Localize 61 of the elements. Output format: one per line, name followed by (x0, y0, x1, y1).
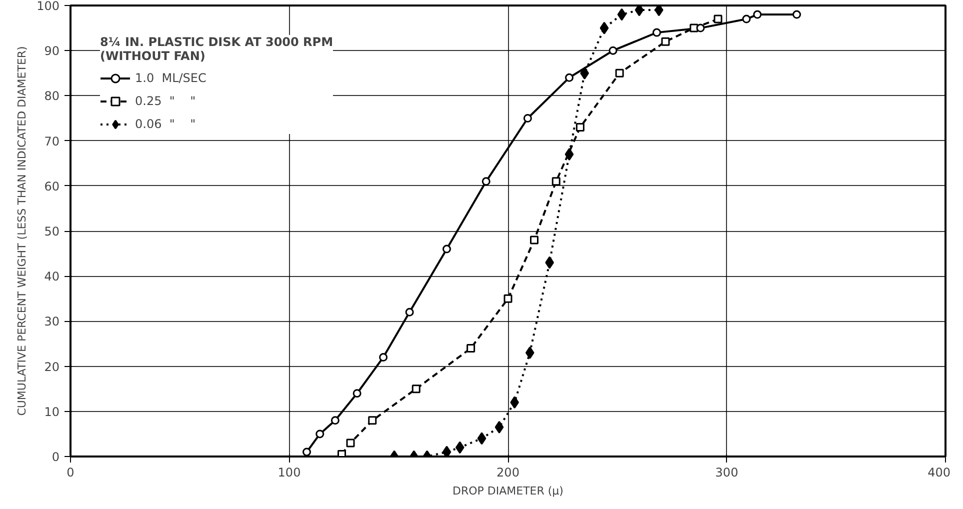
point (368, 416, 377, 425)
point (455, 441, 464, 454)
point (346, 438, 355, 448)
point (742, 14, 751, 24)
x-tick-label: 100 (278, 466, 301, 480)
point (652, 28, 661, 37)
point (564, 148, 574, 161)
point (379, 353, 388, 362)
y-tick-label: 70 (44, 134, 60, 148)
legend-title: 8¼ IN. PLASTIC DISK AT 3000 RPM (WITHOUT FAN) (100, 35, 334, 63)
y-tick-label: 50 (44, 224, 60, 238)
point (523, 114, 532, 122)
x-tick-label: 300 (715, 466, 738, 480)
point (482, 177, 490, 186)
point (352, 389, 362, 398)
y-tick-label: 100 (36, 0, 60, 13)
x-tick-label: 0 (66, 466, 74, 480)
point (608, 46, 618, 55)
point (477, 432, 486, 445)
point (552, 177, 560, 186)
point (792, 10, 801, 19)
y-tick-label: 10 (44, 404, 60, 419)
point (494, 420, 504, 434)
y-tick-label: 0 (52, 450, 60, 464)
legend-label: 0.25 " " (135, 94, 196, 108)
point (576, 123, 584, 132)
x-axis-title: DROP DIAMETER (μ) (452, 484, 564, 498)
point (412, 384, 420, 394)
point (530, 236, 538, 244)
y-tick-label: 80 (44, 89, 60, 104)
point (442, 446, 452, 456)
y-tick-label: 60 (44, 179, 60, 194)
point (753, 10, 762, 19)
point (330, 416, 340, 425)
legend-label: 1.0 ML/SEC (135, 71, 206, 85)
point (634, 6, 644, 16)
x-tick-label: 200 (496, 466, 520, 480)
point (615, 68, 624, 78)
y-axis-title: CUMULATIVE PERCENT WEIGHT (LESS THAN INDICATED DIAMETER) (16, 46, 29, 416)
y-tick-label: 40 (44, 270, 60, 284)
point (600, 22, 609, 34)
point (696, 24, 705, 32)
point (442, 244, 451, 254)
legend-label: 0.06 " " (135, 117, 196, 131)
point (504, 294, 512, 303)
point (714, 14, 722, 24)
point (338, 450, 346, 456)
point (617, 8, 626, 21)
y-tick-label: 20 (44, 360, 60, 374)
x-tick-label: 400 (928, 466, 950, 480)
point (565, 73, 574, 82)
point (405, 308, 414, 316)
point (466, 344, 476, 353)
point (302, 448, 311, 456)
point (690, 24, 698, 32)
y-tick-label: 30 (44, 314, 60, 329)
point (525, 346, 534, 360)
point (316, 430, 324, 438)
point (661, 37, 670, 46)
y-tick-label: 90 (44, 44, 60, 58)
point (654, 6, 664, 16)
